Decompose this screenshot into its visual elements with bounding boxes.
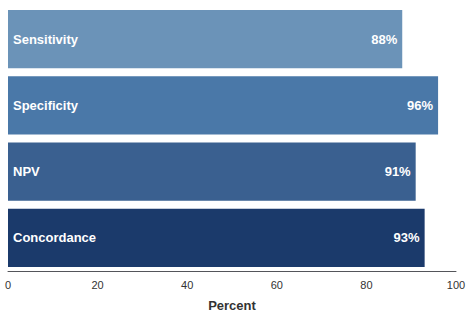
svg-text:0: 0: [5, 279, 11, 291]
svg-text:100: 100: [447, 279, 465, 291]
svg-text:Specificity: Specificity: [13, 98, 79, 113]
svg-text:NPV: NPV: [13, 164, 40, 179]
svg-text:Percent: Percent: [208, 298, 256, 313]
svg-text:60: 60: [271, 279, 283, 291]
svg-text:Concordance: Concordance: [13, 230, 96, 245]
svg-text:91%: 91%: [385, 164, 411, 179]
svg-text:20: 20: [91, 279, 103, 291]
svg-text:40: 40: [181, 279, 193, 291]
svg-text:93%: 93%: [394, 230, 420, 245]
svg-text:88%: 88%: [371, 32, 397, 47]
svg-text:80: 80: [360, 279, 372, 291]
svg-text:96%: 96%: [407, 98, 433, 113]
svg-text:Sensitivity: Sensitivity: [13, 32, 79, 47]
